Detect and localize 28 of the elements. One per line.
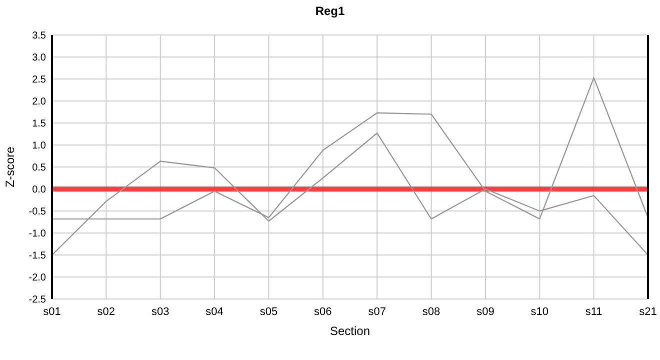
- x-tick-label: s11: [585, 306, 602, 318]
- y-tick-label: 0.0: [32, 184, 46, 196]
- y-tick-label: -1.0: [28, 228, 46, 240]
- x-tick-label: s01: [43, 306, 61, 318]
- y-tick-label: 1.0: [32, 140, 46, 152]
- y-tick-label: 2.5: [32, 74, 46, 86]
- y-tick-label: 2.0: [32, 96, 46, 108]
- y-tick-label: 0.5: [32, 162, 46, 174]
- y-tick-label: -2.5: [28, 294, 46, 306]
- x-tick-label: s03: [151, 306, 170, 318]
- y-tick-label: 1.5: [32, 118, 46, 130]
- x-axis-title: Section: [330, 324, 370, 338]
- x-tick-label: s08: [422, 306, 440, 318]
- y-tick-label: -0.5: [28, 206, 46, 218]
- y-tick-label: 3.5: [32, 30, 46, 42]
- y-axis-title: Z-score: [3, 146, 17, 188]
- x-tick-label: s06: [314, 306, 332, 318]
- x-tick-label: s02: [97, 306, 116, 318]
- x-tick-label: s09: [476, 306, 494, 318]
- x-tick-label: s04: [206, 306, 224, 318]
- y-tick-label: 3.0: [32, 52, 46, 64]
- x-tick-label: s05: [260, 306, 278, 318]
- x-tick-label: s07: [368, 306, 386, 318]
- chart-title: Reg1: [315, 4, 345, 18]
- y-tick-label: -1.5: [28, 250, 46, 262]
- x-tick-label: s21: [639, 306, 657, 318]
- x-tick-label: s10: [530, 306, 549, 318]
- y-tick-label: -2.0: [28, 272, 46, 284]
